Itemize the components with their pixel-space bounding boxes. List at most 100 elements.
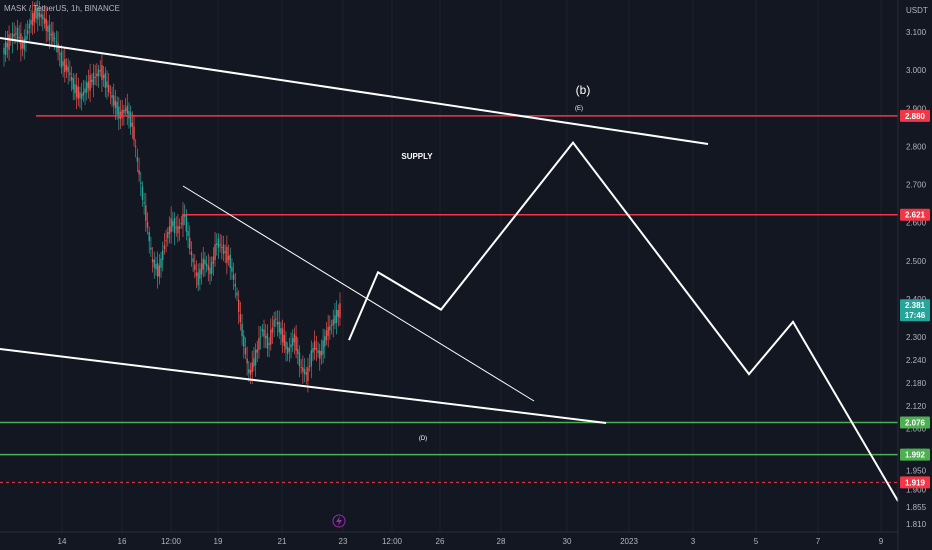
candle-body [106, 81, 108, 88]
candle-body [278, 321, 280, 333]
candle-body [28, 23, 31, 29]
candle-body [6, 42, 9, 48]
price-axis[interactable]: 3.1003.0002.9002.8002.7002.6002.5002.400… [906, 28, 927, 529]
y-tick-label: 2.800 [906, 142, 927, 151]
candle-body [74, 84, 76, 94]
wave-b-label: (b) [576, 83, 591, 97]
candle-body [305, 372, 307, 375]
candle-body [254, 349, 257, 366]
candle-body [141, 186, 144, 200]
y-tick-label: 1.950 [906, 467, 927, 476]
candle-body [57, 43, 59, 53]
candle-body [75, 85, 78, 97]
candle-body [219, 244, 221, 246]
price-tag-label: 2.381 [905, 301, 926, 310]
candle-body [13, 34, 15, 37]
candle-body [286, 346, 289, 355]
candle-body [210, 262, 213, 274]
candle-body [38, 12, 41, 17]
price-tag-label: 1.919 [905, 478, 926, 487]
candle-body [315, 347, 318, 350]
candle-body [101, 65, 103, 80]
candle-body [231, 266, 233, 272]
candle-body [123, 110, 125, 114]
candle-body [183, 215, 186, 217]
price-tag-label: 1.992 [905, 451, 926, 460]
wedge-trendline[interactable] [182, 185, 535, 402]
candle-body [131, 122, 134, 127]
candle-body [237, 300, 240, 313]
candle-body [160, 258, 162, 268]
candle-body [67, 66, 69, 73]
candle-body [82, 91, 85, 96]
event-icon[interactable] [332, 514, 346, 528]
candle-body [303, 369, 306, 374]
x-tick-label: 7 [816, 537, 821, 546]
candle-body [202, 258, 204, 270]
symbol-title[interactable]: MASK / TetherUS, 1h, BINANCE [4, 4, 120, 13]
candle-body [325, 330, 328, 341]
candle-body [37, 8, 39, 20]
candle-body [232, 274, 235, 280]
candle-body [156, 263, 159, 277]
candle-body [253, 358, 255, 367]
candle-body [172, 220, 174, 227]
candle-body [148, 232, 150, 242]
candle-body [86, 82, 88, 93]
candle-body [329, 326, 331, 331]
candle-body [293, 333, 296, 343]
wave-e-label: (E) [575, 106, 583, 112]
candle-body [259, 336, 262, 338]
candles [3, 0, 341, 393]
currency-label: USDT [906, 6, 928, 15]
candle-body [335, 309, 338, 323]
candle-body [189, 237, 191, 250]
candle-body [18, 36, 20, 38]
candle-body [283, 334, 285, 346]
y-tick-label: 2.300 [906, 333, 927, 342]
upper-trendline[interactable] [0, 37, 709, 145]
candle-body [32, 13, 34, 26]
candle-body [173, 218, 176, 234]
price-tag-countdown: 17:46 [905, 311, 926, 320]
candle-body [217, 238, 220, 248]
candle-body [25, 35, 27, 41]
candle-body [72, 78, 74, 90]
candle-body [70, 77, 73, 81]
candle-body [143, 202, 145, 204]
candle-body [153, 259, 155, 268]
candle-body [182, 213, 184, 226]
price-tag [900, 299, 930, 322]
candle-body [94, 76, 96, 78]
candle-body [77, 86, 79, 100]
lower-trendline[interactable] [0, 348, 607, 424]
x-tick-label: 30 [563, 537, 572, 546]
candle-body [271, 327, 274, 333]
candle-body [216, 243, 218, 245]
candle-body [227, 256, 230, 260]
time-axis[interactable]: 14 16 12:00 19 21 23 12:00 26 28 30 2023 3 5 7 9 [58, 537, 884, 546]
candle-body [33, 11, 36, 22]
candle-body [35, 8, 37, 19]
candle-body [312, 347, 314, 353]
candle-body [276, 321, 279, 325]
candle-body [26, 30, 29, 35]
candle-body [150, 247, 152, 250]
candle-body [3, 47, 5, 55]
candle-body [180, 223, 182, 225]
candle-body [251, 362, 253, 373]
candle-body [236, 292, 238, 296]
candle-body [241, 323, 243, 337]
candle-body [295, 336, 297, 351]
candle-body [99, 70, 101, 72]
candle-body [308, 366, 311, 368]
projected-path[interactable] [348, 140, 899, 502]
y-tick-label: 2.240 [906, 356, 927, 365]
candle-body [42, 14, 44, 20]
x-tick-label: 23 [339, 537, 348, 546]
candle-body [62, 61, 64, 66]
y-tick-label: 2.060 [906, 425, 927, 434]
